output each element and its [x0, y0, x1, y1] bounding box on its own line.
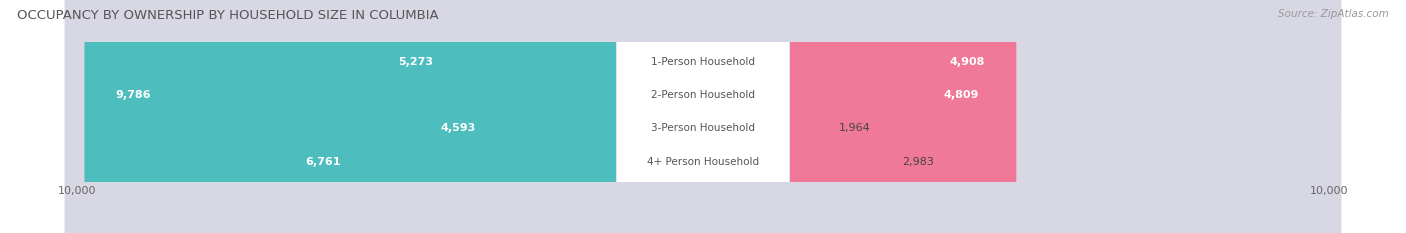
Text: 3-Person Household: 3-Person Household	[651, 123, 755, 134]
FancyBboxPatch shape	[65, 0, 1341, 233]
FancyBboxPatch shape	[274, 0, 709, 233]
FancyBboxPatch shape	[697, 0, 832, 233]
FancyBboxPatch shape	[617, 0, 789, 233]
FancyBboxPatch shape	[65, 0, 1341, 233]
Text: 5,273: 5,273	[398, 57, 433, 67]
FancyBboxPatch shape	[617, 0, 789, 233]
Text: 2-Person Household: 2-Person Household	[651, 90, 755, 100]
Text: 1-Person Household: 1-Person Household	[651, 57, 755, 67]
Text: 1,964: 1,964	[838, 123, 870, 134]
FancyBboxPatch shape	[65, 0, 1341, 233]
FancyBboxPatch shape	[65, 0, 1341, 233]
FancyBboxPatch shape	[617, 0, 789, 233]
Text: 9,786: 9,786	[115, 90, 152, 100]
Text: 4,593: 4,593	[440, 123, 475, 134]
FancyBboxPatch shape	[697, 0, 1017, 233]
FancyBboxPatch shape	[84, 0, 709, 233]
FancyBboxPatch shape	[409, 0, 709, 233]
Text: Source: ZipAtlas.com: Source: ZipAtlas.com	[1278, 9, 1389, 19]
FancyBboxPatch shape	[617, 0, 789, 233]
Text: 4,908: 4,908	[949, 57, 986, 67]
Text: 6,761: 6,761	[305, 157, 340, 167]
Text: 2,983: 2,983	[903, 157, 934, 167]
Text: OCCUPANCY BY OWNERSHIP BY HOUSEHOLD SIZE IN COLUMBIA: OCCUPANCY BY OWNERSHIP BY HOUSEHOLD SIZE…	[17, 9, 439, 22]
FancyBboxPatch shape	[697, 0, 896, 233]
FancyBboxPatch shape	[697, 0, 1010, 233]
FancyBboxPatch shape	[367, 0, 709, 233]
Text: 4,809: 4,809	[943, 90, 979, 100]
Text: 4+ Person Household: 4+ Person Household	[647, 157, 759, 167]
